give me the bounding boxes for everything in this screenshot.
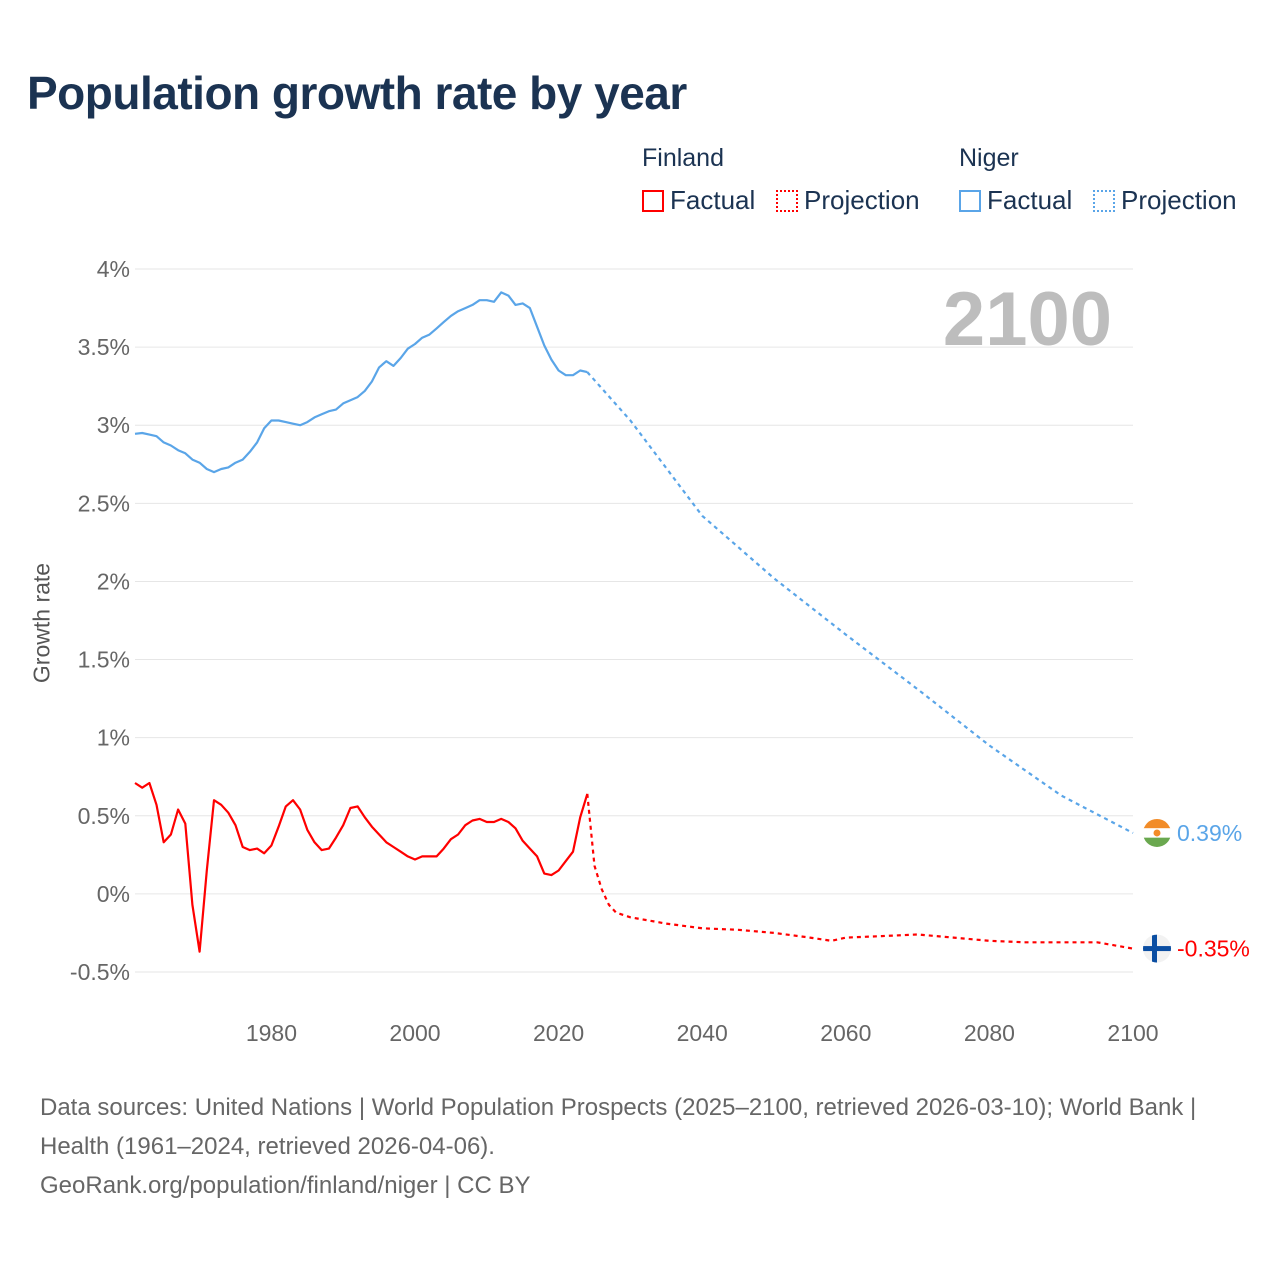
legend-label: Factual	[670, 185, 756, 215]
legend-label: Projection	[1121, 185, 1237, 215]
series-line-niger-projection	[586, 371, 1134, 834]
legend-swatch-dotted	[1093, 189, 1115, 212]
legend-label: Factual	[987, 185, 1073, 215]
x-tick-label: 2080	[964, 1020, 1015, 1046]
niger-end-label: 0.39%	[1177, 820, 1242, 846]
series-line-finland-projection	[586, 793, 1134, 950]
legend-swatch-solid	[642, 189, 664, 212]
x-tick-label: 2060	[820, 1020, 871, 1046]
x-tick-label: 1980	[246, 1020, 297, 1046]
legend-finland-projection[interactable]: Projection	[776, 185, 920, 216]
finland-end-label: -0.35%	[1177, 936, 1250, 962]
series-line-niger-factual	[134, 291, 588, 474]
legend-niger-projection[interactable]: Projection	[1093, 185, 1237, 216]
legend-group-niger: Niger	[959, 144, 1019, 172]
data-sources: Data sources: United Nations | World Pop…	[40, 1094, 1197, 1160]
x-tick-label: 2020	[533, 1020, 584, 1046]
y-tick-label: 1.5%	[78, 647, 130, 673]
x-tick-label: 2000	[389, 1020, 440, 1046]
y-tick-label: 1%	[97, 725, 130, 751]
y-tick-label: 2.5%	[78, 490, 130, 516]
legend-niger-factual[interactable]: Factual	[959, 185, 1072, 216]
x-tick-label: 2100	[1107, 1020, 1158, 1046]
series-line-finland-factual	[134, 781, 589, 953]
footer: Data sources: United Nations | World Pop…	[40, 1088, 1240, 1205]
current-year-label: 2100	[942, 277, 1112, 362]
legend-finland-factual[interactable]: Factual	[642, 185, 755, 216]
y-tick-label: 3.5%	[78, 334, 130, 360]
y-axis-label: Growth rate	[28, 562, 55, 684]
legend-swatch-dotted	[776, 189, 798, 212]
y-tick-label: 2%	[97, 568, 130, 594]
chart-title: Population growth rate by year	[27, 67, 687, 119]
y-tick-label: 0.5%	[78, 803, 130, 829]
y-tick-label: 4%	[97, 256, 130, 282]
niger-flag-icon	[1143, 818, 1171, 847]
legend-label: Projection	[804, 185, 920, 215]
y-tick-label: -0.5%	[70, 959, 130, 985]
y-tick-label: 0%	[97, 881, 130, 907]
legend-swatch-solid	[959, 189, 981, 212]
finland-flag-icon	[1143, 934, 1171, 963]
y-tick-label: 3%	[97, 412, 130, 438]
credit-link[interactable]: GeoRank.org/population/finland/niger | C…	[40, 1172, 531, 1199]
legend-group-finland: Finland	[642, 144, 724, 172]
x-tick-label: 2040	[677, 1020, 728, 1046]
